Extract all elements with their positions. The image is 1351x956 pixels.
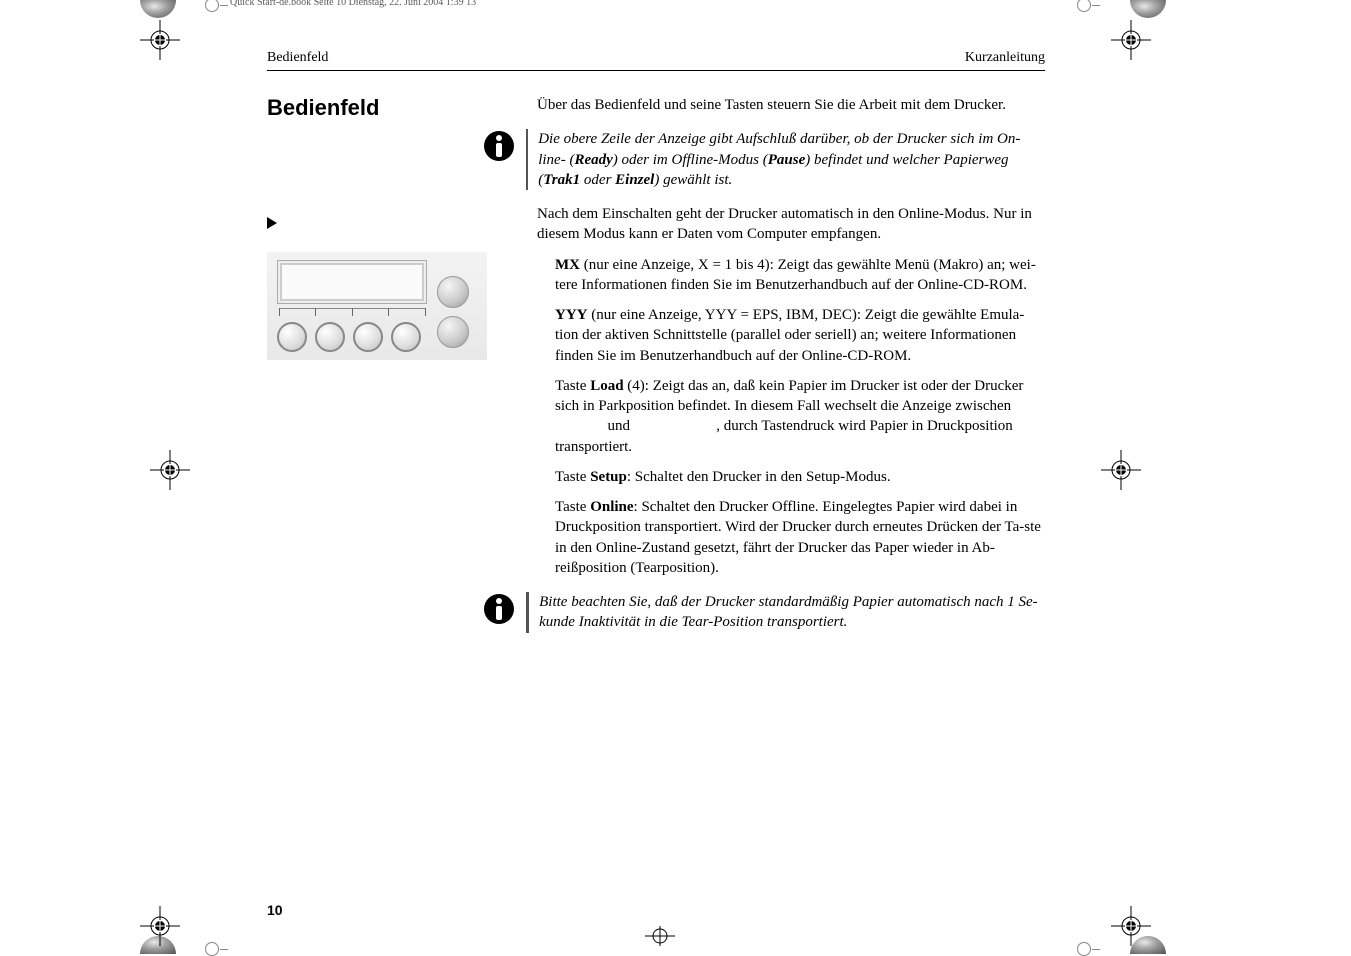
header-left: Bedienfeld	[267, 50, 328, 66]
info-icon	[482, 129, 516, 169]
meta-header-text: Quick Start-de.book Seite 10 Dienstag, 2…	[230, 0, 476, 8]
lcd-display-icon	[277, 260, 427, 304]
panel-button-4-icon	[391, 322, 421, 352]
registration-mark-tl	[140, 20, 180, 60]
panel-button-2-icon	[315, 322, 345, 352]
control-panel-illustration	[267, 252, 487, 360]
online-mode-paragraph: Nach dem Einschalten geht der Drucker au…	[537, 204, 1045, 245]
crop-ring-tr	[1077, 0, 1091, 12]
info-bar-icon	[526, 592, 529, 633]
info-note-bottom: Bitte beachten Sie, daß der Drucker stan…	[482, 592, 1045, 633]
header-right: Kurzanleitung	[965, 50, 1045, 66]
section-title: Bedienfeld	[267, 95, 507, 121]
mx-paragraph: MX (nur eine Anzeige, X = 1 bis 4): Zeig…	[555, 255, 1045, 296]
registration-mark-bl	[140, 906, 180, 946]
panel-button-1-icon	[277, 322, 307, 352]
panel-button-3-icon	[353, 322, 383, 352]
yyy-paragraph: YYY (nur eine Anzeige, YYY = EPS, IBM, D…	[555, 305, 1045, 366]
intro-paragraph: Über das Bedienfeld und seine Tasten ste…	[537, 95, 1045, 115]
crop-sphere-tr	[1130, 0, 1166, 18]
registration-mark-mr	[1101, 450, 1141, 490]
tick-scale	[279, 308, 425, 318]
info-icon	[482, 592, 516, 632]
triangle-marker-icon	[267, 216, 279, 234]
online-paragraph: Taste Online: Schaltet den Drucker Offli…	[555, 497, 1045, 578]
info-top-text: Die obere Zeile der Anzeige gibt Aufschl…	[538, 129, 1045, 190]
info-bottom-text: Bitte beachten Sie, daß der Drucker stan…	[539, 592, 1045, 633]
crop-sphere-tl	[140, 0, 176, 18]
registration-mark-br	[1111, 906, 1151, 946]
page-number: 10	[267, 902, 283, 918]
panel-large-button-2-icon	[437, 316, 469, 348]
crop-ring-tl	[205, 0, 219, 12]
info-note-top: Die obere Zeile der Anzeige gibt Aufschl…	[482, 129, 1045, 190]
registration-mark-tr	[1111, 20, 1151, 60]
info-bar-icon	[526, 129, 528, 190]
load-paragraph: Taste Load (4): Zeigt das an, daß kein P…	[555, 376, 1045, 457]
panel-large-button-1-icon	[437, 276, 469, 308]
setup-paragraph: Taste Setup: Schaltet den Drucker in den…	[555, 467, 1045, 487]
running-header: Bedienfeld Kurzanleitung	[267, 50, 1045, 71]
registration-mark-ml	[150, 450, 190, 490]
